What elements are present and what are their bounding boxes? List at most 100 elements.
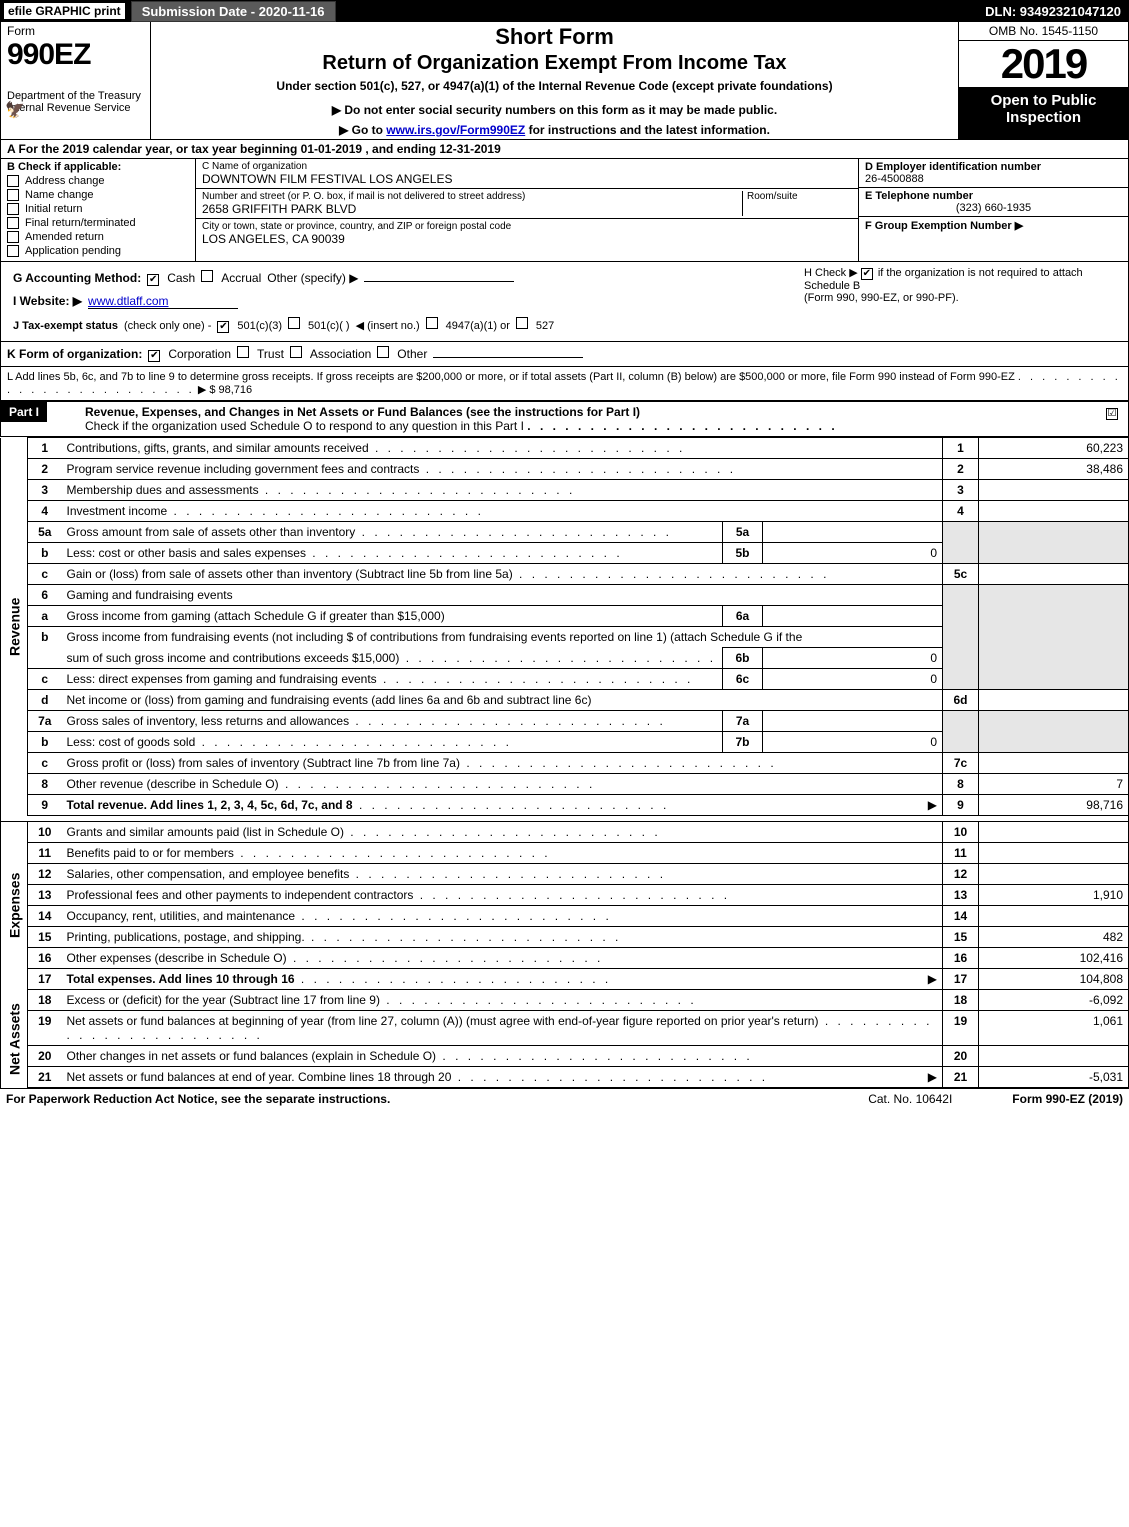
l6d-val xyxy=(979,690,1129,711)
chk-schedule-b[interactable]: ✔ xyxy=(861,268,873,280)
room-suite-label: Room/suite xyxy=(742,191,852,216)
website-link[interactable]: www.dtlaff.com xyxy=(88,294,238,309)
opt-other: Other (specify) ▶ xyxy=(267,271,358,285)
l6c-subnum: 6c xyxy=(723,669,763,690)
shade-cell xyxy=(943,711,979,753)
chk-name-change-label: Name change xyxy=(25,189,94,201)
omb-number: OMB No. 1545-1150 xyxy=(959,22,1128,41)
l5b-subnum: 5b xyxy=(723,543,763,564)
l5c-val xyxy=(979,564,1129,585)
line-10: Expenses 10 Grants and similar amounts p… xyxy=(1,822,1129,843)
submission-date-badge: Submission Date - 2020-11-16 xyxy=(131,1,336,22)
l9-rnum: 9 xyxy=(943,795,979,816)
dots-icon xyxy=(436,1049,753,1063)
chk-other-org[interactable] xyxy=(377,346,389,358)
line-l-text: L Add lines 5b, 6c, and 7b to line 9 to … xyxy=(7,371,1015,383)
goto-prefix: ▶ Go to xyxy=(339,123,386,137)
line-4: 4 Investment income 4 xyxy=(1,501,1129,522)
l6d-rnum: 6d xyxy=(943,690,979,711)
ein-value: 26-4500888 xyxy=(865,173,1122,185)
top-bar: efile GRAPHIC print Submission Date - 20… xyxy=(0,0,1129,22)
l6d-num: d xyxy=(28,690,62,711)
opt-501c-insert: ◀ (insert no.) xyxy=(356,319,420,332)
l16-rnum: 16 xyxy=(943,948,979,969)
shade-cell xyxy=(979,585,1129,690)
phone-label: E Telephone number xyxy=(865,190,1122,202)
chk-corporation[interactable]: ✔ xyxy=(148,350,160,362)
l5a-subval xyxy=(763,522,943,543)
dots-icon xyxy=(295,909,612,923)
efile-print-button[interactable]: efile GRAPHIC print xyxy=(4,3,125,19)
instructions-link[interactable]: www.irs.gov/Form990EZ xyxy=(386,123,525,137)
l7b-subval: 0 xyxy=(763,732,943,753)
chk-amended-return[interactable]: Amended return xyxy=(7,231,189,243)
l18-val: -6,092 xyxy=(979,990,1129,1011)
box-b-title: B Check if applicable: xyxy=(7,161,189,173)
chk-cash[interactable]: ✔ xyxy=(147,274,159,286)
dots-icon xyxy=(399,651,716,665)
chk-association[interactable] xyxy=(290,346,302,358)
line-1: Revenue 1 Contributions, gifts, grants, … xyxy=(1,438,1129,459)
chk-4947[interactable] xyxy=(426,317,438,329)
l3-num: 3 xyxy=(28,480,62,501)
opt-501c3: 501(c)(3) xyxy=(237,320,282,332)
l5b-num: b xyxy=(28,543,62,564)
l15-desc: Printing, publications, postage, and shi… xyxy=(67,930,305,944)
l1-rnum: 1 xyxy=(943,438,979,459)
tax-year: 2019 xyxy=(959,41,1128,88)
part-1-check[interactable]: ☑ xyxy=(1106,408,1118,420)
l19-desc: Net assets or fund balances at beginning… xyxy=(67,1014,819,1028)
other-org-input[interactable] xyxy=(433,357,583,358)
chk-trust[interactable] xyxy=(237,346,249,358)
chk-application-pending[interactable]: Application pending xyxy=(7,245,189,257)
dots-icon xyxy=(349,867,666,881)
l21-num: 21 xyxy=(28,1067,62,1088)
line-h: H Check ▶ ✔ if the organization is not r… xyxy=(798,262,1128,341)
subtitle: Under section 501(c), 527, or 4947(a)(1)… xyxy=(159,79,950,93)
chk-501c[interactable] xyxy=(288,317,300,329)
line-11: 11 Benefits paid to or for members 11 xyxy=(1,843,1129,864)
dots-icon xyxy=(279,777,596,791)
l17-rnum: 17 xyxy=(943,969,979,990)
line-2: 2 Program service revenue including gove… xyxy=(1,459,1129,480)
chk-501c3[interactable]: ✔ xyxy=(217,321,229,333)
l7c-val xyxy=(979,753,1129,774)
l21-desc: Net assets or fund balances at end of ye… xyxy=(67,1070,452,1084)
other-specify-input[interactable] xyxy=(364,281,514,282)
l9-desc: Total revenue. Add lines 1, 2, 3, 4, 5c,… xyxy=(67,798,353,812)
l6b-subnum: 6b xyxy=(723,648,763,669)
l19-rnum: 19 xyxy=(943,1011,979,1046)
l13-rnum: 13 xyxy=(943,885,979,906)
line-17: 17 Total expenses. Add lines 10 through … xyxy=(1,969,1129,990)
l6c-desc: Less: direct expenses from gaming and fu… xyxy=(67,672,377,686)
chk-address-change[interactable]: Address change xyxy=(7,175,189,187)
ssn-warning: ▶ Do not enter social security numbers o… xyxy=(159,103,950,117)
goto-suffix: for instructions and the latest informat… xyxy=(525,123,770,137)
shade-cell xyxy=(943,585,979,690)
line-16: 16 Other expenses (describe in Schedule … xyxy=(1,948,1129,969)
dots-icon xyxy=(195,735,512,749)
chk-527[interactable] xyxy=(516,317,528,329)
l7c-rnum: 7c xyxy=(943,753,979,774)
l6-desc: Gaming and fundraising events xyxy=(62,585,943,606)
line-7c: c Gross profit or (loss) from sales of i… xyxy=(1,753,1129,774)
chk-initial-return-label: Initial return xyxy=(25,203,82,215)
chk-name-change[interactable]: Name change xyxy=(7,189,189,201)
dots-icon xyxy=(419,462,736,476)
l6b-desc3: sum of such gross income and contributio… xyxy=(67,651,400,665)
chk-accrual[interactable] xyxy=(201,270,213,282)
dots-icon xyxy=(295,972,612,986)
chk-initial-return[interactable]: Initial return xyxy=(7,203,189,215)
l19-num: 19 xyxy=(28,1011,62,1046)
chk-final-return[interactable]: Final return/terminated xyxy=(7,217,189,229)
line-9: 9 Total revenue. Add lines 1, 2, 3, 4, 5… xyxy=(1,795,1129,816)
phone-value: (323) 660-1935 xyxy=(865,202,1122,214)
header-right: OMB No. 1545-1150 2019 Open to Public In… xyxy=(958,22,1128,139)
l6b-subval: 0 xyxy=(763,648,943,669)
dln-label: DLN: 93492321047120 xyxy=(985,4,1125,19)
arrow-icon: ▶ xyxy=(928,972,937,986)
l5a-subnum: 5a xyxy=(723,522,763,543)
line-5c: c Gain or (loss) from sale of assets oth… xyxy=(1,564,1129,585)
line-j-label: J Tax-exempt status xyxy=(13,320,118,332)
opt-other-org: Other xyxy=(397,347,427,361)
